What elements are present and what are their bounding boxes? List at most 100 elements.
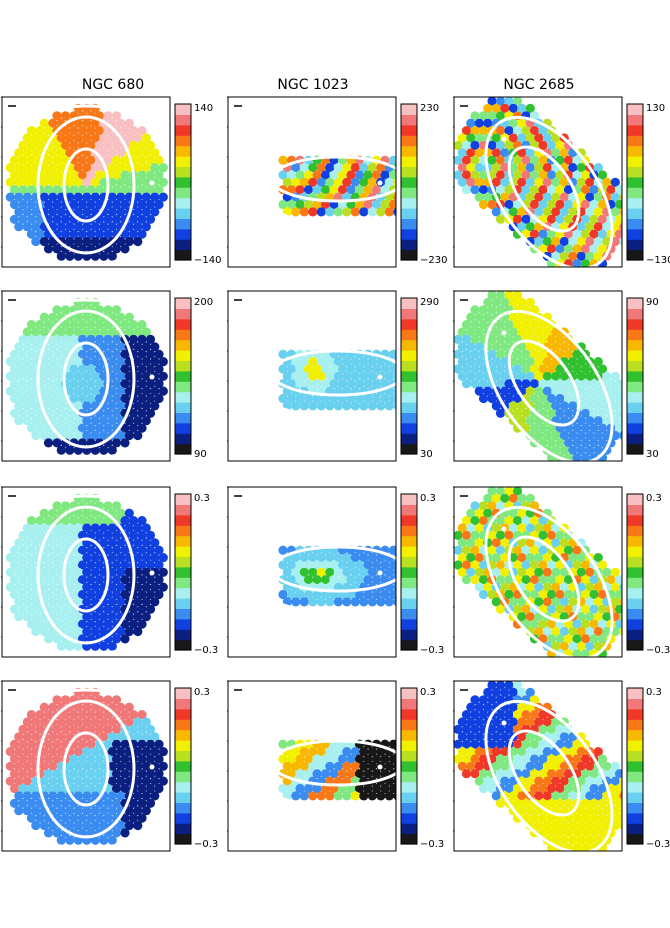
spaxel bbox=[5, 776, 15, 786]
colorbar-segment bbox=[401, 176, 417, 188]
spaxel bbox=[60, 320, 71, 330]
spaxel bbox=[52, 438, 62, 448]
spaxel bbox=[542, 163, 552, 173]
spaxel bbox=[546, 229, 557, 239]
spaxel bbox=[120, 619, 130, 629]
spaxel bbox=[35, 334, 45, 344]
spaxel bbox=[500, 582, 510, 592]
spaxel bbox=[86, 334, 96, 344]
spaxel bbox=[508, 103, 518, 113]
spaxel bbox=[18, 560, 28, 570]
spaxel bbox=[597, 783, 608, 794]
spaxel bbox=[529, 126, 540, 136]
spaxel bbox=[86, 185, 96, 195]
spaxel bbox=[133, 717, 143, 727]
spaxel bbox=[137, 813, 147, 823]
spaxel bbox=[69, 754, 79, 764]
spaxel bbox=[77, 739, 88, 749]
spaxel bbox=[14, 612, 24, 622]
spaxel bbox=[487, 349, 497, 359]
spaxel bbox=[116, 702, 126, 712]
spaxel bbox=[43, 575, 54, 585]
spaxel bbox=[474, 357, 484, 367]
spaxel bbox=[572, 259, 582, 267]
spaxel bbox=[563, 739, 574, 749]
spaxel bbox=[551, 251, 561, 261]
spaxel bbox=[559, 582, 569, 592]
spaxel bbox=[529, 739, 540, 749]
spaxel bbox=[572, 664, 581, 673]
colorbar bbox=[400, 297, 418, 455]
spaxel bbox=[18, 589, 28, 600]
spaxel bbox=[380, 769, 390, 779]
spaxel bbox=[546, 334, 557, 344]
spaxel bbox=[504, 769, 514, 779]
spaxel bbox=[517, 747, 527, 757]
spaxel bbox=[546, 798, 557, 808]
spaxel bbox=[563, 199, 574, 210]
spaxel bbox=[107, 806, 117, 816]
spaxel bbox=[150, 163, 160, 173]
spaxel bbox=[103, 126, 113, 136]
spaxel bbox=[133, 806, 143, 816]
spaxel bbox=[597, 423, 608, 433]
spaxel bbox=[457, 538, 467, 548]
spaxel bbox=[56, 553, 66, 563]
spaxel bbox=[333, 567, 343, 577]
spaxel bbox=[141, 523, 151, 533]
spaxel bbox=[137, 320, 147, 330]
spaxel bbox=[508, 312, 518, 322]
colorbar-segment bbox=[175, 629, 191, 641]
spaxel bbox=[141, 612, 151, 622]
spaxel bbox=[580, 423, 591, 433]
spaxel bbox=[500, 103, 510, 113]
spaxel bbox=[529, 320, 540, 330]
spaxel bbox=[154, 379, 164, 389]
spaxel bbox=[111, 604, 122, 614]
spaxel bbox=[572, 423, 582, 433]
spaxel bbox=[39, 386, 49, 396]
spaxel bbox=[26, 545, 37, 555]
spaxel bbox=[141, 538, 151, 548]
spaxel bbox=[466, 732, 476, 742]
spaxel bbox=[461, 710, 472, 720]
spaxel bbox=[77, 619, 88, 629]
spaxel bbox=[614, 619, 622, 629]
spaxel bbox=[461, 349, 472, 359]
spaxel bbox=[60, 111, 71, 121]
spaxel bbox=[562, 460, 567, 461]
spaxel bbox=[559, 445, 569, 455]
spaxel bbox=[22, 163, 32, 173]
spaxel bbox=[48, 192, 58, 202]
spaxel bbox=[581, 468, 590, 477]
spaxel bbox=[555, 170, 565, 180]
spaxel bbox=[43, 349, 54, 359]
spaxel bbox=[470, 379, 480, 389]
spaxel bbox=[546, 828, 557, 838]
spaxel bbox=[597, 634, 608, 644]
spaxel bbox=[52, 393, 62, 404]
spaxel bbox=[350, 357, 360, 367]
isophote-ellipse bbox=[62, 537, 110, 613]
spaxel bbox=[107, 207, 117, 217]
spaxel bbox=[597, 754, 608, 764]
spaxel bbox=[585, 401, 595, 411]
spaxel bbox=[529, 710, 540, 720]
spaxel bbox=[312, 560, 322, 570]
spaxel bbox=[278, 560, 288, 570]
spaxel bbox=[525, 806, 535, 816]
spaxel bbox=[99, 761, 109, 771]
spaxel bbox=[500, 177, 510, 187]
spaxel bbox=[474, 553, 484, 563]
spaxel bbox=[103, 695, 113, 705]
spaxel bbox=[521, 710, 531, 720]
spaxel bbox=[282, 567, 292, 577]
spaxel bbox=[491, 371, 501, 381]
spaxel bbox=[589, 798, 599, 808]
spaxel bbox=[342, 567, 352, 577]
spaxel bbox=[555, 364, 565, 374]
spaxel bbox=[82, 553, 92, 563]
spaxel bbox=[128, 408, 139, 418]
spaxel bbox=[137, 229, 147, 239]
spaxel bbox=[22, 148, 32, 158]
